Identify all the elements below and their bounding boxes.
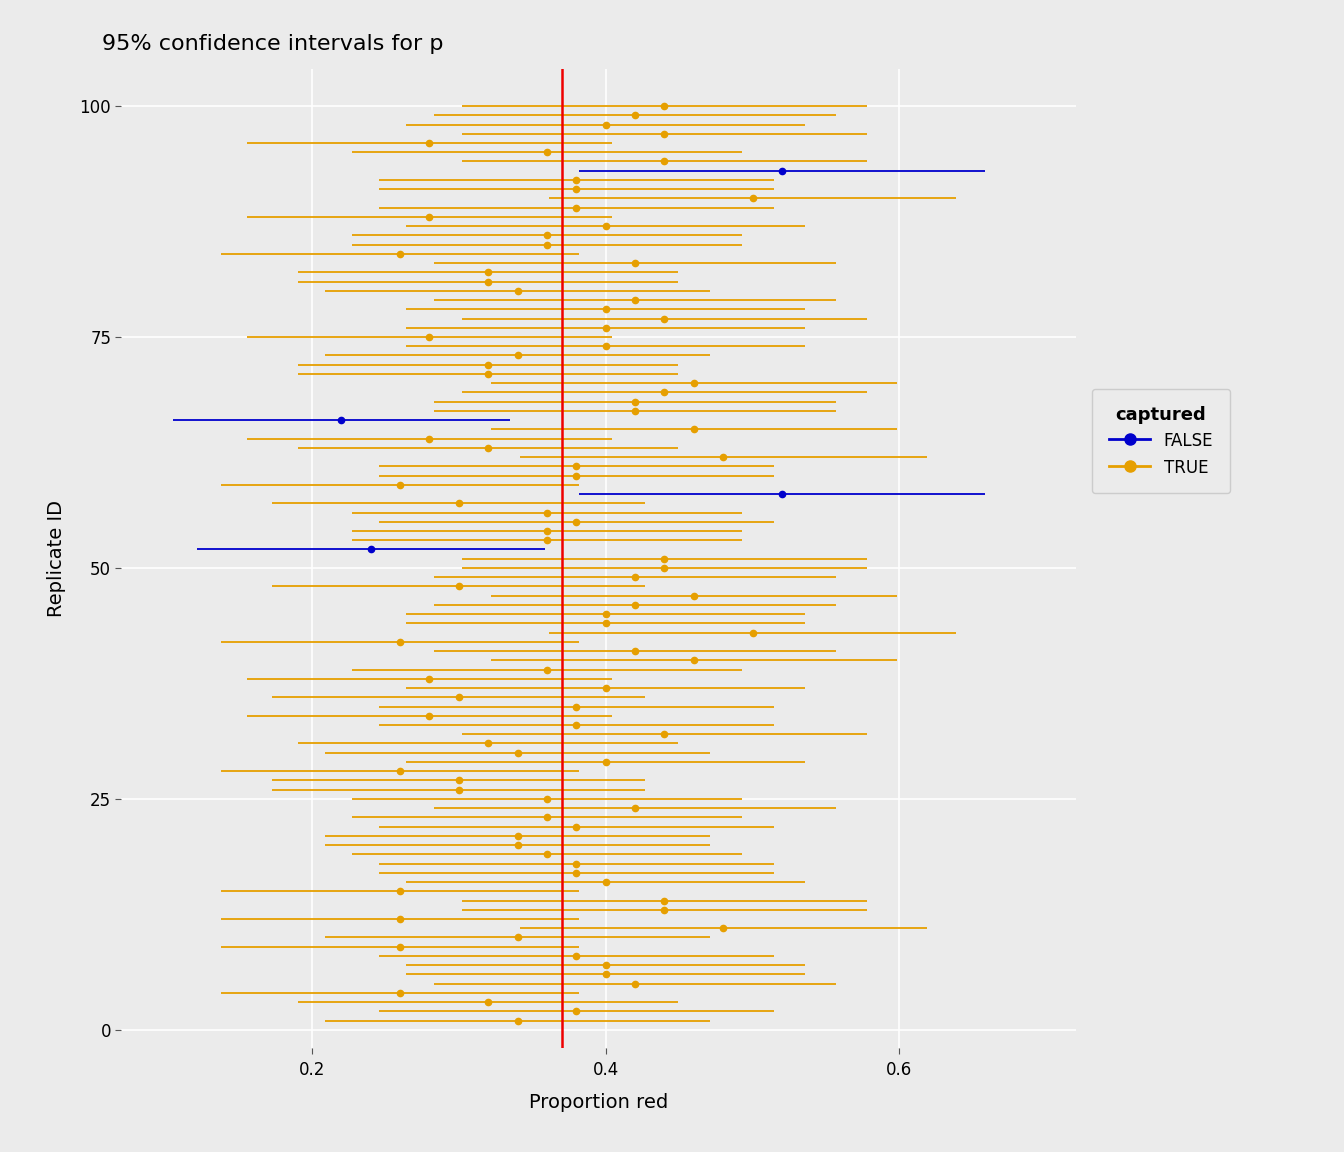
X-axis label: Proportion red: Proportion red bbox=[528, 1093, 668, 1112]
Text: 95% confidence intervals for p: 95% confidence intervals for p bbox=[102, 33, 444, 54]
Legend: FALSE, TRUE: FALSE, TRUE bbox=[1093, 389, 1230, 493]
Y-axis label: Replicate ID: Replicate ID bbox=[47, 500, 66, 617]
